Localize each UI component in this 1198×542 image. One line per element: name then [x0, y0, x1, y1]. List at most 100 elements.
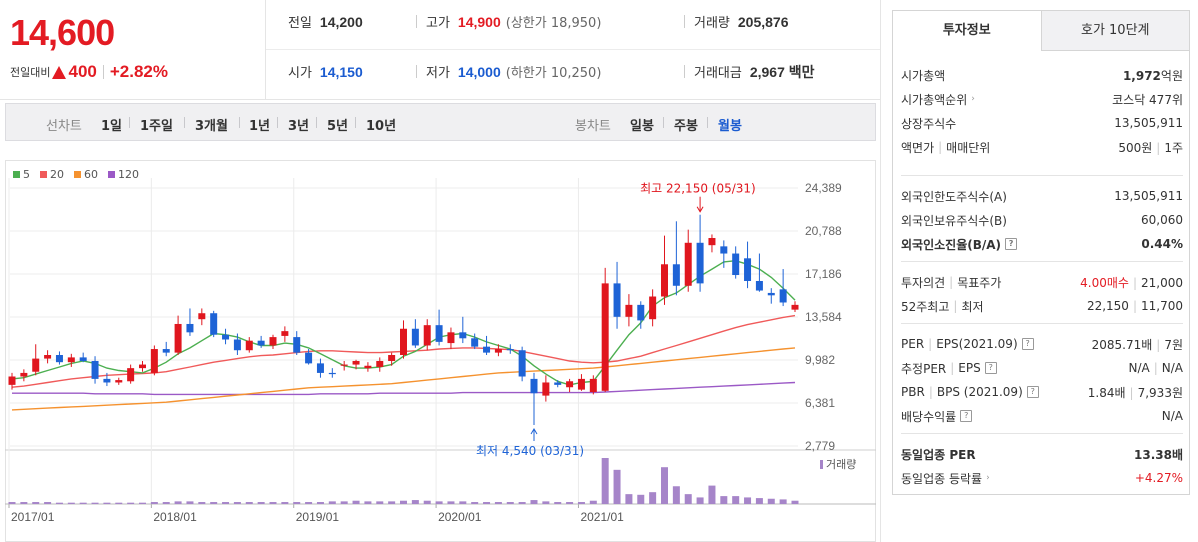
volume-bar [637, 494, 645, 504]
info-label-link[interactable]: 시가총액순위 › [901, 91, 975, 108]
volume-bar [625, 494, 633, 504]
period-1d-button[interactable]: 1일 [101, 119, 123, 134]
stock-chart: 5 20 60 120 24,389 20,788 17,186 13,584 9,98… [5, 160, 876, 542]
volume-bar [79, 502, 87, 504]
stat-label: 거래량 [694, 16, 730, 31]
candlestick-chart-svg[interactable]: 24,389 20,788 17,186 13,584 9,982 6,381 2,779 2… [5, 160, 876, 542]
price-summary: 14,600 전일대비 400 +2.82% [0, 0, 266, 100]
stat-value: 205,876 [737, 14, 789, 30]
divider [129, 117, 130, 128]
candle-body [388, 355, 396, 361]
label-text: PBR [901, 385, 925, 399]
candle-monthly-button[interactable]: 월봉 [718, 119, 742, 134]
legend-swatch [40, 171, 47, 178]
candle-body [613, 283, 621, 317]
volume-bar [103, 502, 111, 504]
help-icon[interactable]: ? [960, 410, 973, 422]
volume-bar [506, 502, 514, 504]
candle-body [257, 340, 265, 346]
candle-body [281, 331, 289, 336]
up-arrow-icon [52, 65, 67, 79]
stat-value: 14,150 [319, 64, 363, 80]
help-icon[interactable]: ? [1021, 338, 1034, 350]
candle-body [20, 372, 28, 377]
volume-bar [483, 502, 491, 504]
period-5y-button[interactable]: 5년 [327, 119, 349, 134]
info-row: 투자의견 | 목표주가 4.00매수 | 21,000 [901, 270, 1183, 294]
volume-bar [293, 502, 301, 504]
candle-body [506, 349, 514, 351]
info-value: 1.84배 | 7,933원 [1088, 384, 1183, 401]
volume-bar [67, 502, 75, 504]
help-icon[interactable]: ? [984, 362, 997, 374]
label-text: BPS (2021.09) [936, 385, 1023, 399]
volume-bar [601, 458, 609, 504]
divider: | [1153, 361, 1158, 375]
candle-body [174, 323, 182, 353]
volume-bar [388, 501, 396, 504]
tab-order-book[interactable]: 호가 10단계 [1041, 11, 1189, 51]
candle-body [601, 283, 609, 391]
info-value: 0.44% [1141, 237, 1183, 251]
volume-bar [518, 502, 526, 504]
info-value: 22,150 | 11,700 [1087, 299, 1183, 313]
label-text: 매매단위 [946, 140, 991, 155]
candle-body [305, 352, 313, 364]
y-tick-label: 2,779 [805, 439, 835, 453]
ma120-line [12, 381, 796, 396]
period-3m-button[interactable]: 3개월 [195, 119, 228, 134]
candle-body [791, 304, 799, 310]
period-10y-button[interactable]: 10년 [366, 119, 397, 134]
candle-body [672, 264, 680, 286]
info-row: PBR | BPS (2021.09)? 1.84배 | 7,933원 [901, 380, 1183, 404]
candle-body [720, 246, 728, 254]
candle-body [577, 378, 585, 390]
help-icon[interactable]: ? [1005, 238, 1018, 250]
info-label: 추정PER | EPS? [901, 360, 997, 377]
candle-body [352, 360, 360, 365]
value-text: 1.84배 [1087, 385, 1126, 400]
value-text: N/A [1161, 361, 1183, 375]
volume-legend-label: 거래량 [826, 458, 856, 471]
value-text: 7,933원 [1137, 385, 1183, 400]
candle-body [542, 382, 550, 396]
y-tick-label: 20,788 [805, 224, 842, 238]
candle-body [755, 280, 763, 291]
period-1y-button[interactable]: 1년 [249, 119, 271, 134]
divider: | [953, 299, 958, 313]
volume-bar [233, 502, 241, 504]
period-3y-button[interactable]: 3년 [288, 119, 310, 134]
divider [416, 15, 417, 28]
info-value: N/A [1161, 409, 1183, 423]
divider [684, 65, 685, 78]
candle-body [210, 313, 218, 335]
tab-investment-info[interactable]: 투자정보 [893, 11, 1042, 51]
stat-high: 고가 14,900 (상한가 18,950) [416, 12, 601, 31]
info-label: 외국인보유주식수(B) [901, 213, 1007, 228]
x-tick-label: 2021/01 [580, 510, 624, 524]
candle-daily-button[interactable]: 일봉 [630, 119, 654, 134]
x-tick-label: 2017/01 [11, 510, 55, 524]
value-text: 500원 [1118, 140, 1153, 155]
candle-weekly-button[interactable]: 주봉 [674, 119, 698, 134]
divider [684, 15, 685, 28]
period-1w-button[interactable]: 1주일 [140, 119, 173, 134]
divider [416, 65, 417, 78]
stat-value: 14,900 [457, 14, 501, 30]
candle-body [139, 364, 146, 369]
divider [663, 117, 664, 128]
stat-label: 거래대금 [694, 66, 742, 81]
value-text: 22,150 [1086, 299, 1129, 313]
stat-prev-close: 전일 14,200 [288, 12, 363, 31]
candle-body [400, 328, 407, 356]
candle-body [162, 349, 170, 353]
help-icon[interactable]: ? [1026, 386, 1039, 398]
candle-body [708, 238, 716, 246]
candle-body [364, 365, 372, 369]
stat-value: 14,000 [457, 64, 501, 80]
volume-bar [91, 502, 99, 504]
candle-body [530, 378, 538, 394]
unit: 억원 [1160, 68, 1183, 83]
info-label-link[interactable]: 동일업종 등락률 › [901, 470, 990, 487]
candle-body [32, 358, 40, 372]
